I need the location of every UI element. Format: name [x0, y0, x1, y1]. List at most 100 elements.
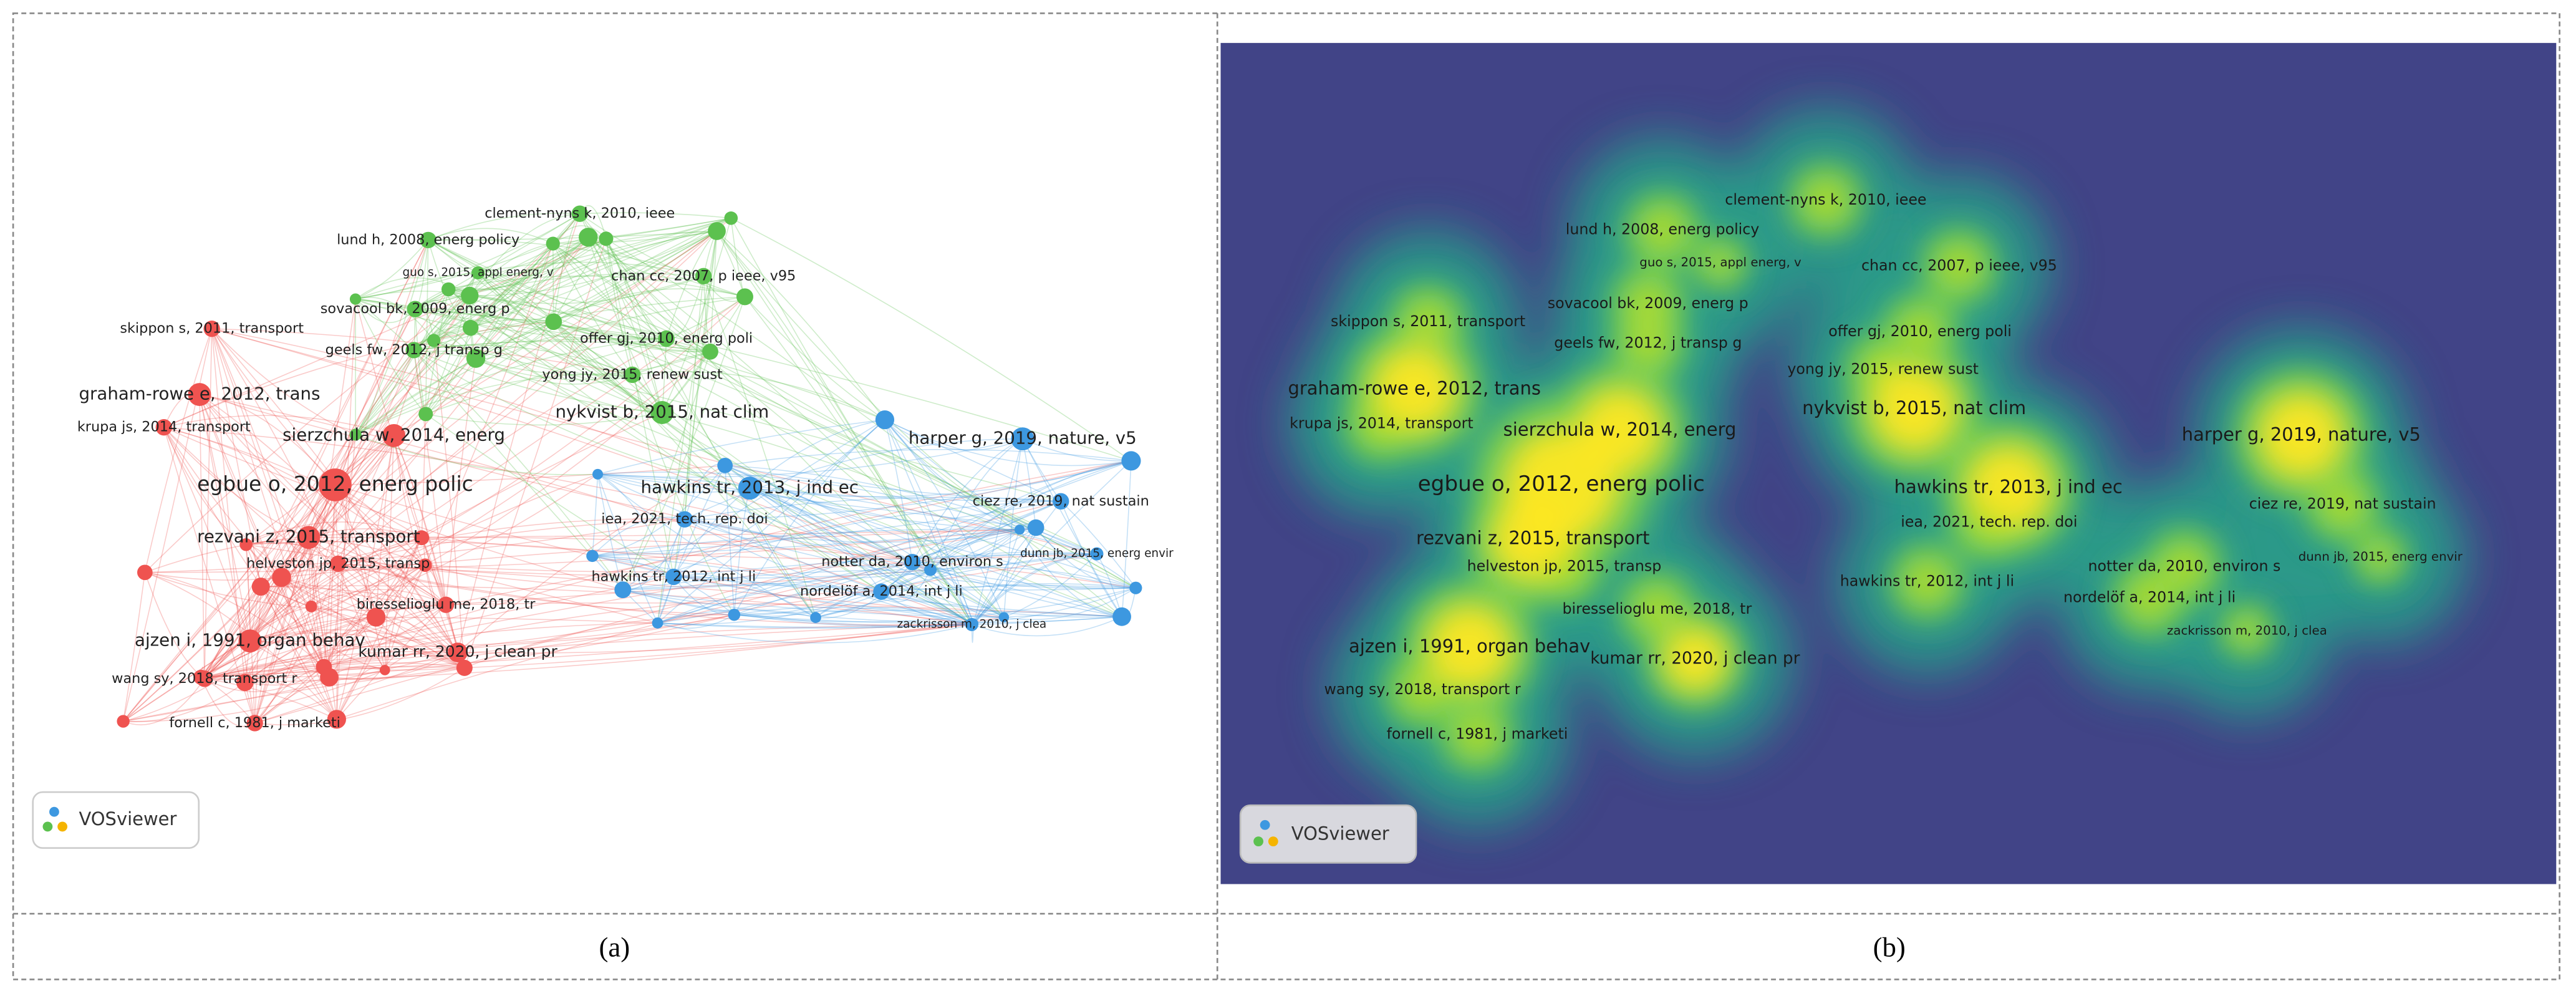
edge: [1003, 553, 1097, 618]
edge: [311, 606, 465, 669]
edge: [592, 500, 1061, 557]
edge: [552, 243, 633, 375]
edge: [338, 518, 685, 564]
node: [236, 674, 254, 692]
node: [137, 564, 153, 581]
edge: [448, 288, 711, 352]
node-label: chan cc, 2007, p ieee, v95: [1861, 257, 2057, 274]
edge: [338, 563, 972, 626]
node: [1053, 493, 1069, 510]
edge: [199, 394, 465, 669]
edge: [433, 319, 554, 341]
density-blob: [1644, 211, 1681, 249]
edge: [254, 652, 458, 724]
density-layer: [1363, 182, 2394, 753]
node-label: kumar rr, 2020, j clean pr: [358, 642, 557, 660]
edge: [393, 435, 426, 566]
edge: [605, 238, 663, 413]
edge: [355, 299, 427, 415]
edge: [249, 629, 458, 653]
edge: [308, 537, 377, 618]
edge: [338, 563, 674, 578]
edge: [329, 667, 465, 679]
edge: [597, 473, 675, 578]
edge: [163, 427, 913, 563]
edge: [433, 340, 465, 668]
edge: [597, 473, 1136, 589]
node: [466, 349, 486, 368]
edge: [749, 488, 1005, 618]
edge: [1003, 614, 1122, 618]
edge: [254, 606, 312, 724]
edge: [415, 218, 731, 310]
edge: [260, 586, 458, 653]
edge: [605, 238, 1122, 617]
edge: [415, 273, 704, 310]
edge: [815, 569, 931, 618]
edge: [657, 465, 726, 624]
edge: [912, 561, 1005, 618]
edge: [201, 614, 735, 678]
edge: [204, 604, 446, 680]
logo-text: VOSviewer: [1291, 823, 1389, 844]
node: [1011, 427, 1035, 451]
edge: [552, 243, 726, 466]
node: [998, 612, 1010, 622]
edge: [657, 569, 931, 625]
edge: [249, 604, 446, 642]
edge: [311, 589, 446, 607]
edge: [446, 602, 1122, 617]
node: [592, 468, 604, 480]
node: [708, 222, 726, 240]
edge: [730, 218, 1132, 462]
edge: [123, 484, 335, 722]
edge: [815, 561, 913, 619]
edge: [199, 394, 205, 679]
edge: [281, 577, 465, 669]
edge: [260, 586, 385, 671]
edge: [199, 394, 446, 606]
edge: [448, 275, 745, 297]
edge: [199, 394, 256, 723]
edge: [597, 471, 1020, 530]
edge: [470, 230, 717, 296]
edge: [244, 680, 337, 720]
edge: [163, 427, 623, 591]
node: [471, 266, 485, 280]
edge: [413, 273, 479, 351]
edge: [204, 435, 395, 679]
edge: [211, 328, 633, 375]
edge: [200, 606, 312, 678]
edge: [425, 295, 471, 415]
edge: [597, 473, 1036, 528]
edge: [744, 296, 973, 625]
density-blob: [1908, 563, 1946, 601]
edge: [724, 465, 816, 618]
edge: [204, 553, 1097, 680]
edge: [622, 553, 1097, 591]
edge: [592, 474, 599, 556]
edge: [592, 527, 1036, 557]
edge: [123, 652, 458, 722]
node: [203, 320, 220, 337]
node-label: geels fw, 2012, j transp g: [326, 342, 503, 358]
edge: [204, 678, 337, 720]
node-label: lund h, 2008, energ policy: [337, 231, 519, 248]
edge: [324, 662, 465, 669]
edge: [123, 667, 465, 722]
edge: [734, 606, 972, 626]
edge: [421, 413, 427, 538]
edge: [684, 460, 1132, 520]
edge: [249, 641, 385, 676]
edge: [1022, 438, 1122, 617]
node-label: ciez re, 2019, nat sustain: [2249, 495, 2436, 513]
edge: [657, 616, 1122, 628]
edge: [445, 358, 476, 605]
edge: [334, 485, 385, 670]
edge: [470, 218, 731, 329]
edge: [657, 501, 1061, 624]
edge: [308, 350, 415, 538]
edge: [355, 299, 465, 669]
edge: [323, 537, 422, 667]
edge: [579, 212, 731, 219]
